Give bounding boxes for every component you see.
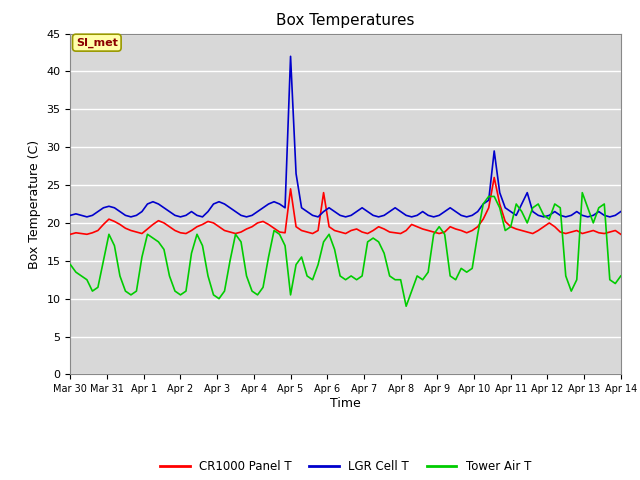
- Y-axis label: Box Temperature (C): Box Temperature (C): [28, 139, 41, 269]
- Text: SI_met: SI_met: [76, 37, 118, 48]
- Title: Box Temperatures: Box Temperatures: [276, 13, 415, 28]
- X-axis label: Time: Time: [330, 397, 361, 410]
- Legend: CR1000 Panel T, LGR Cell T, Tower Air T: CR1000 Panel T, LGR Cell T, Tower Air T: [156, 455, 536, 478]
